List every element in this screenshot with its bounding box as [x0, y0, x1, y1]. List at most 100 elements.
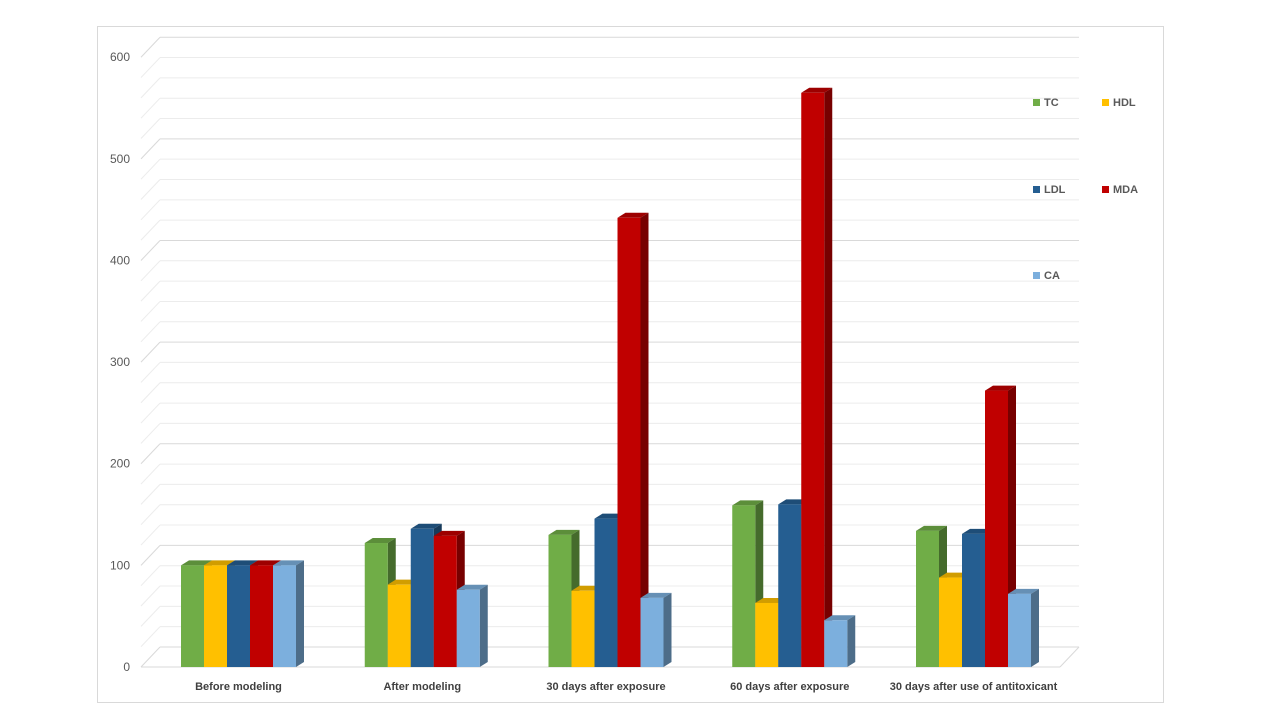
- legend-label: LDL: [1044, 184, 1066, 196]
- gridline-diagonal: [140, 280, 161, 302]
- y-tick-label: 300: [110, 355, 130, 369]
- y-tick-label: 200: [110, 457, 130, 471]
- bar: [824, 615, 856, 667]
- y-tick-label: 0: [123, 660, 130, 674]
- bar-front: [433, 535, 457, 667]
- floor-edge: [1059, 646, 1080, 668]
- bar: [640, 592, 672, 667]
- x-tick-label: 60 days after exposure: [730, 681, 849, 693]
- gridline-diagonal: [140, 585, 161, 607]
- x-tick-label: 30 days after use of antitoxicant: [890, 681, 1058, 693]
- bar-group: [732, 87, 856, 667]
- legend-item: HDL: [1102, 97, 1136, 109]
- bar-front: [181, 565, 204, 667]
- bar-group: [364, 523, 488, 667]
- legend-label: CA: [1044, 270, 1060, 282]
- gridline-diagonal: [140, 36, 161, 58]
- bar-side: [479, 584, 488, 667]
- bar-side: [296, 560, 304, 667]
- gridline-diagonal: [140, 565, 161, 587]
- y-tick-label: 100: [110, 558, 130, 572]
- bar: [1008, 588, 1039, 667]
- gridline-diagonal: [140, 504, 161, 526]
- bar-front: [824, 620, 848, 667]
- gridline-diagonal: [140, 118, 161, 139]
- y-axis: 0 100 200 300 400 500 600: [110, 50, 130, 674]
- bar-side: [847, 615, 856, 667]
- legend-label: HDL: [1113, 97, 1136, 109]
- bar-front: [273, 565, 296, 667]
- bars: [181, 87, 1039, 667]
- bar-front: [985, 390, 1008, 667]
- bar-top: [364, 538, 396, 544]
- legend-item: CA: [1033, 270, 1060, 282]
- bar-front: [778, 504, 802, 667]
- bar-top: [410, 523, 442, 529]
- gridline-diagonal: [140, 626, 161, 648]
- bar-top: [1008, 588, 1039, 594]
- legend-item: TC: [1033, 97, 1059, 109]
- bar-top: [273, 560, 304, 566]
- bar-group: [181, 560, 304, 667]
- gridline-diagonal: [140, 646, 161, 668]
- bar-group: [916, 385, 1039, 667]
- bar-front: [732, 505, 756, 667]
- bar-top: [433, 530, 465, 536]
- bar-front: [364, 543, 388, 667]
- bar-top: [250, 560, 281, 566]
- bar: [801, 87, 833, 667]
- legend-label: TC: [1044, 97, 1059, 109]
- bar-top: [227, 560, 258, 566]
- gridline-diagonal: [140, 301, 161, 322]
- bar-front: [594, 518, 618, 667]
- bar-top: [617, 212, 649, 218]
- bar-front: [755, 602, 779, 667]
- bar-top: [181, 560, 212, 566]
- bar-front: [1008, 593, 1031, 667]
- gridline-diagonal: [140, 382, 161, 404]
- bar-front: [801, 92, 825, 667]
- gridline-diagonal: [140, 402, 161, 424]
- bar-top: [824, 615, 856, 621]
- y-tick-label: 600: [110, 50, 130, 64]
- gridline-diagonal: [140, 77, 161, 99]
- legend-label: MDA: [1113, 184, 1138, 196]
- bar-top: [204, 560, 235, 566]
- bar-top: [916, 525, 947, 531]
- gridline-diagonal: [140, 57, 161, 78]
- bar-top: [548, 529, 580, 535]
- legend-swatch: [1033, 272, 1040, 279]
- gridline-diagonal: [140, 97, 161, 119]
- legend: TC HDL LDL MDA CA: [1033, 97, 1138, 282]
- gridline-diagonal: [140, 138, 161, 160]
- gridline-diagonal: [140, 443, 161, 465]
- legend-item: LDL: [1033, 184, 1066, 196]
- gridline-diagonal: [140, 606, 161, 627]
- y-tick-label: 500: [110, 152, 130, 166]
- gridline-diagonal: [140, 341, 161, 363]
- bar-top: [985, 385, 1016, 391]
- legend-swatch: [1102, 186, 1109, 193]
- y-tick-label: 400: [110, 253, 130, 267]
- bar-front: [204, 565, 227, 667]
- gridline-diagonal: [140, 260, 161, 282]
- bar: [273, 560, 304, 667]
- bar-front: [227, 565, 250, 667]
- gridline-diagonal: [140, 219, 161, 241]
- legend-swatch: [1033, 99, 1040, 106]
- gridline-diagonal: [140, 545, 161, 566]
- legend-item: MDA: [1102, 184, 1138, 196]
- bar-front: [640, 597, 664, 667]
- bar-top: [640, 592, 672, 598]
- bar-top: [732, 500, 764, 506]
- bar-side: [824, 87, 833, 667]
- gridline-diagonal: [140, 179, 161, 200]
- gridline-diagonal: [140, 362, 161, 383]
- bar-top: [801, 87, 833, 93]
- gridline-diagonal: [140, 463, 161, 485]
- bar: [617, 212, 649, 667]
- bar-front: [617, 217, 641, 667]
- bar-front: [387, 584, 411, 667]
- bar-front: [456, 589, 480, 667]
